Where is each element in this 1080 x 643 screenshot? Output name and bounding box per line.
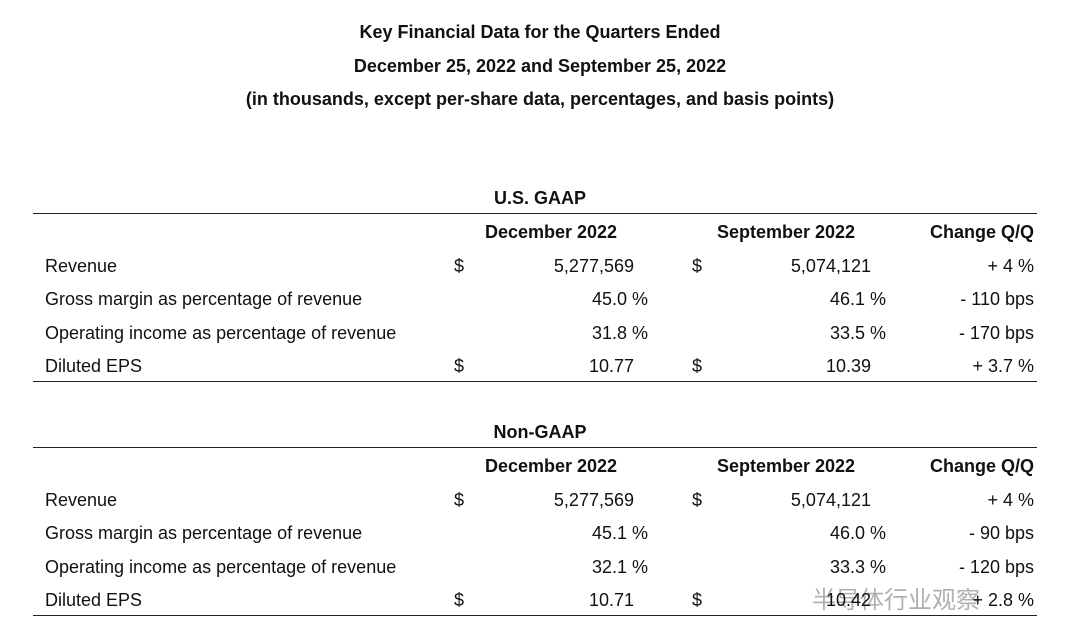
title-line: Key Financial Data for the Quarters Ende… xyxy=(359,22,721,42)
row-label: Revenue xyxy=(45,255,118,276)
change-value: + 3.7 % xyxy=(972,356,1034,376)
cell-value: 5,074,121 xyxy=(790,255,871,276)
cell-value: 45.0 % xyxy=(591,289,648,309)
cell-value: 10.71 xyxy=(588,590,634,610)
cell-value: 5,277,569 xyxy=(553,255,634,276)
watermark: 半导体行业观察 xyxy=(812,586,980,614)
cell-value: 46.0 % xyxy=(829,523,886,543)
title-line: (in thousands, except per-share data, pe… xyxy=(245,89,835,109)
currency: $ xyxy=(692,489,703,510)
row-label: Operating income as percentage of revenu… xyxy=(45,322,397,343)
cell-value: 33.3 % xyxy=(829,556,886,577)
cell-value: 45.1 % xyxy=(591,523,648,543)
currency: $ xyxy=(454,255,465,276)
change-value: + 2.8 % xyxy=(972,590,1034,610)
cell-value: 10.39 xyxy=(825,356,871,376)
row-label: Diluted EPS xyxy=(45,590,143,610)
currency: $ xyxy=(454,356,465,376)
column-header: December 2022 xyxy=(484,222,618,242)
cell-value: 10.77 xyxy=(588,356,634,376)
change-value: + 4 % xyxy=(987,255,1034,276)
change-value: - 110 bps xyxy=(960,289,1034,309)
section-title: Non-GAAP xyxy=(493,422,587,442)
cell-value: 5,277,569 xyxy=(553,489,634,510)
row-label: Gross margin as percentage of revenue xyxy=(45,289,363,309)
currency: $ xyxy=(454,590,465,610)
column-header: September 2022 xyxy=(716,456,856,476)
change-value: - 170 bps xyxy=(958,322,1034,343)
cell-value: 46.1 % xyxy=(829,289,886,309)
cell-value: 5,074,121 xyxy=(790,489,871,510)
change-value: + 4 % xyxy=(987,489,1034,510)
cell-value: 31.8 % xyxy=(591,322,648,343)
rule xyxy=(33,381,1037,382)
section-title: U.S. GAAP xyxy=(493,188,587,208)
currency: $ xyxy=(692,356,703,376)
currency: $ xyxy=(454,489,465,510)
column-header: Change Q/Q xyxy=(929,456,1034,476)
row-label: Revenue xyxy=(45,489,118,510)
cell-value: 10.42 xyxy=(825,590,871,610)
currency: $ xyxy=(692,590,703,610)
column-header: September 2022 xyxy=(716,222,856,242)
column-header: Change Q/Q xyxy=(929,222,1034,242)
row-label: Diluted EPS xyxy=(45,356,143,376)
rule xyxy=(33,447,1037,448)
column-header: December 2022 xyxy=(484,456,618,476)
rule xyxy=(33,213,1037,214)
cell-value: 33.5 % xyxy=(829,322,886,343)
cell-value: 32.1 % xyxy=(591,556,648,577)
title-line: December 25, 2022 and September 25, 2022 xyxy=(353,55,727,76)
change-value: - 120 bps xyxy=(958,556,1034,577)
currency: $ xyxy=(692,255,703,276)
row-label: Operating income as percentage of revenu… xyxy=(45,556,397,577)
rule xyxy=(33,615,1037,616)
change-value: - 90 bps xyxy=(968,523,1034,543)
row-label: Gross margin as percentage of revenue xyxy=(45,523,363,543)
